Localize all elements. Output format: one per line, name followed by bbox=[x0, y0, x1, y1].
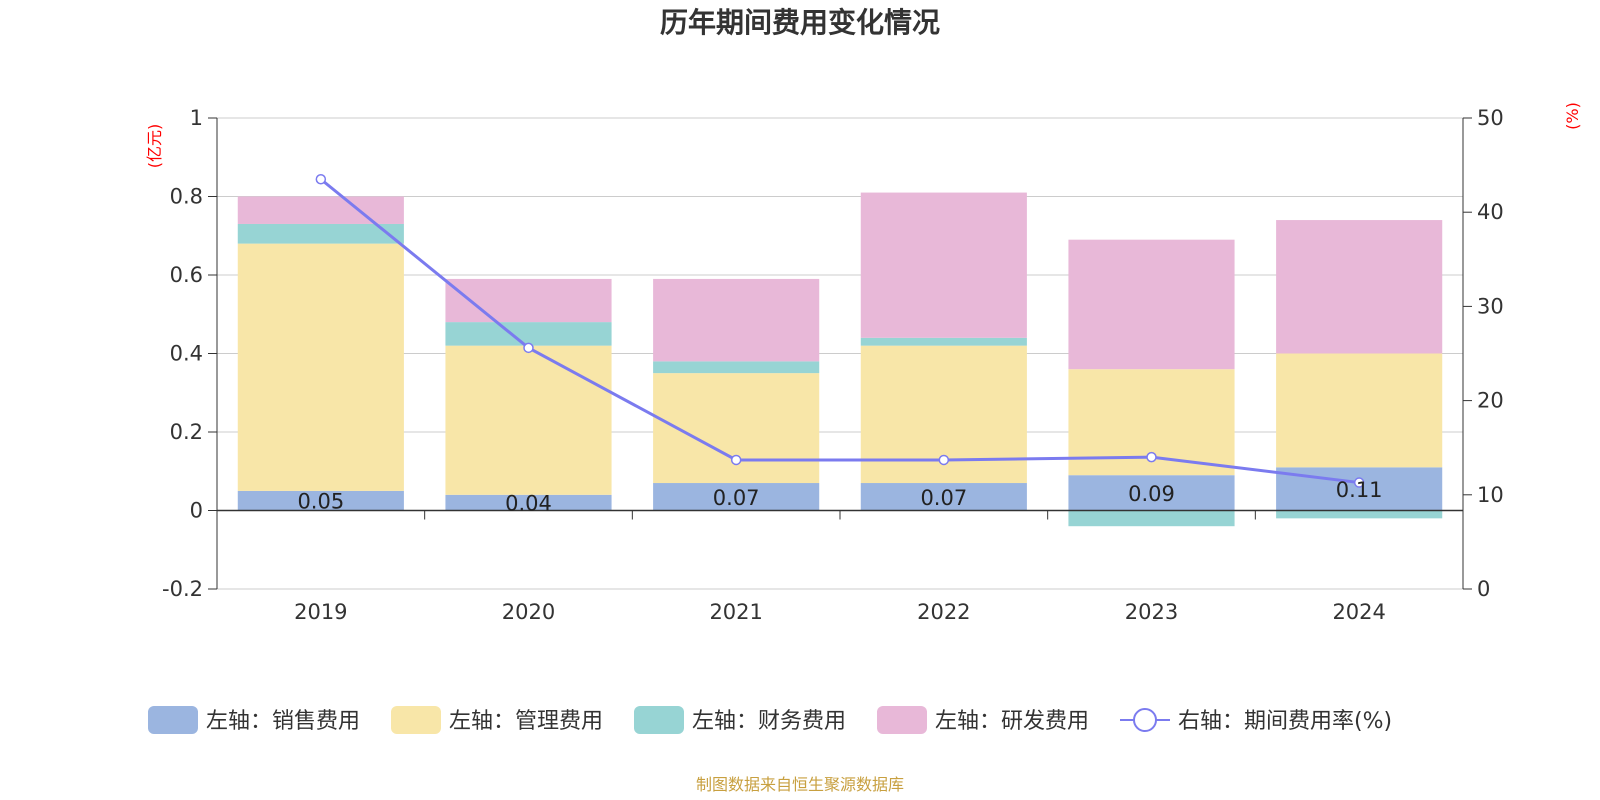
left-axis-tick-label: 0 bbox=[190, 499, 203, 523]
left-axis-tick-label: 1 bbox=[190, 106, 203, 130]
bar-segment bbox=[1068, 475, 1235, 511]
legend-swatch[interactable] bbox=[634, 706, 684, 734]
legend-label[interactable]: 左轴：管理费用 bbox=[449, 709, 603, 734]
left-axis-tick-label: 0.4 bbox=[170, 342, 203, 366]
bar-segment bbox=[1068, 239, 1235, 370]
right-axis-tick-label: 40 bbox=[1477, 200, 1504, 224]
bar-segment bbox=[237, 223, 404, 244]
right-axis-tick-label: 20 bbox=[1477, 389, 1504, 413]
gridlines bbox=[217, 117, 1463, 590]
data-labels: 0.05 0.04 0.07 0.07 0.09 0.11 bbox=[297, 478, 1382, 516]
bar-segment bbox=[445, 494, 612, 511]
right-axis-tick-label: 50 bbox=[1477, 106, 1504, 130]
right-axis-tick-label: 30 bbox=[1477, 294, 1504, 318]
bar-data-label: 0.09 bbox=[1128, 482, 1175, 506]
line-point bbox=[315, 173, 327, 185]
category-label: 2020 bbox=[502, 600, 555, 624]
right-axis-unit: (%) bbox=[1563, 102, 1582, 130]
legend-label[interactable]: 左轴：销售费用 bbox=[206, 709, 360, 734]
bar-segment bbox=[445, 345, 612, 495]
line-point bbox=[730, 454, 742, 466]
line-point bbox=[1353, 477, 1365, 488]
line-layer bbox=[315, 173, 1365, 488]
bar-segment bbox=[860, 192, 1027, 338]
legend: 左轴：销售费用 左轴：管理费用 左轴：财务费用 左轴：研发费用 右轴：期间费用率(%) bbox=[148, 706, 1392, 734]
left-axis-tick-label: 0.8 bbox=[170, 185, 203, 209]
category-label: 2019 bbox=[294, 600, 347, 624]
line-point bbox=[1146, 451, 1157, 463]
left-axis-tick-label: 0.6 bbox=[170, 263, 203, 287]
right-axis-tick-label: 10 bbox=[1477, 483, 1504, 507]
bar-data-label: 0.07 bbox=[713, 486, 760, 510]
legend-label[interactable]: 右轴：期间费用率(%) bbox=[1178, 709, 1392, 734]
category-label: 2022 bbox=[917, 600, 970, 624]
legend-swatch[interactable] bbox=[877, 706, 927, 734]
bar-segment bbox=[1276, 220, 1443, 354]
bar-segment bbox=[1068, 510, 1235, 527]
legend-label[interactable]: 左轴：研发费用 bbox=[935, 709, 1089, 734]
category-label: 2021 bbox=[709, 600, 762, 624]
source-note: 制图数据来自恒生聚源数据库 bbox=[696, 775, 904, 794]
bar-segment bbox=[237, 490, 404, 511]
bar-segment bbox=[1276, 353, 1443, 468]
line-series-rate bbox=[319, 178, 1360, 485]
legend-label[interactable]: 左轴：财务费用 bbox=[692, 709, 846, 734]
left-axis-unit: (亿元) bbox=[145, 124, 164, 169]
left-axis-tick-label: 0.2 bbox=[170, 420, 203, 444]
bar-data-label: 0.11 bbox=[1336, 478, 1383, 502]
left-axis-tick-label: -0.2 bbox=[162, 577, 203, 601]
legend-swatch[interactable] bbox=[391, 706, 441, 734]
bar-segment bbox=[445, 278, 612, 323]
bar-segment bbox=[237, 196, 404, 224]
bar-segment bbox=[237, 243, 404, 491]
bar-segment bbox=[860, 483, 1027, 511]
chart-title: 历年期间费用变化情况 bbox=[660, 6, 940, 39]
bar-segment bbox=[653, 483, 820, 511]
legend-swatch[interactable] bbox=[148, 706, 198, 734]
bar-segment bbox=[653, 361, 820, 374]
bar-segment bbox=[860, 337, 1027, 346]
bar-data-label: 0.07 bbox=[920, 486, 967, 510]
bar-data-label: 0.05 bbox=[297, 490, 344, 514]
category-label: 2023 bbox=[1125, 600, 1178, 624]
line-point bbox=[938, 454, 950, 466]
bar-layer bbox=[237, 192, 1443, 527]
bar-segment bbox=[1276, 510, 1443, 519]
line-point bbox=[523, 342, 534, 354]
bar-segment bbox=[445, 322, 612, 346]
bar-data-label: 0.04 bbox=[505, 492, 552, 516]
right-axis-tick-label: 0 bbox=[1477, 577, 1490, 601]
bar-segment bbox=[653, 278, 820, 362]
legend-marker-icon[interactable] bbox=[1133, 708, 1157, 732]
category-label: 2024 bbox=[1332, 600, 1385, 624]
